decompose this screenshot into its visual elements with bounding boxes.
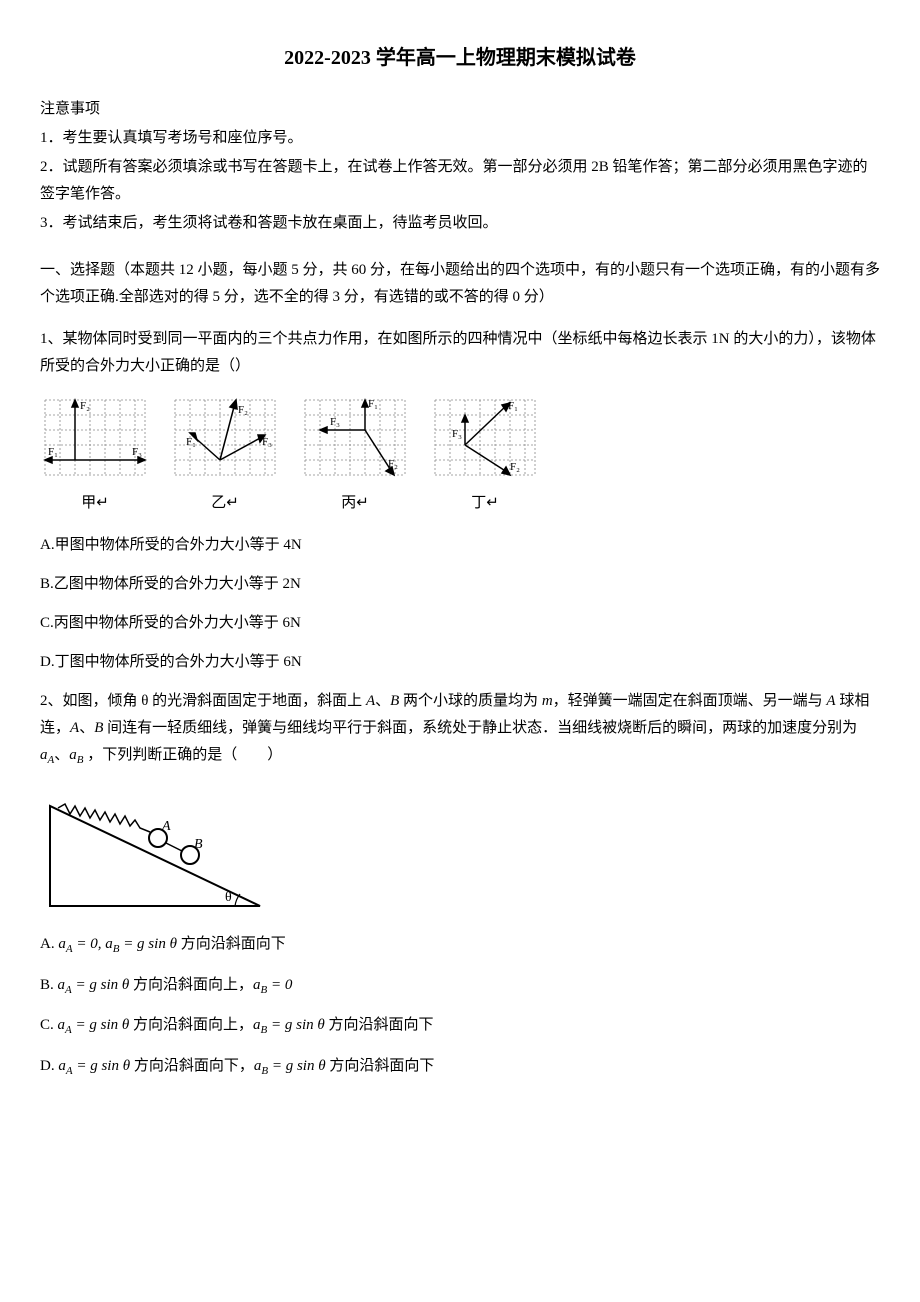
instructions-heading: 注意事项 (40, 96, 880, 123)
page-title: 2022-2023 学年高一上物理期末模拟试卷 (40, 40, 880, 76)
option-a: A. aA = 0, aB = g sin θ 方向沿斜面向下 (40, 931, 880, 960)
svg-text:F₂: F₂ (510, 461, 520, 473)
diagram-yi: F₂ F₁ F₃ 乙↵ (170, 395, 280, 517)
q1-options: A.甲图中物体所受的合外力大小等于 4N B.乙图中物体所受的合外力大小等于 2… (40, 532, 880, 676)
svg-text:A: A (161, 819, 171, 834)
q2-diagram: A B θ (40, 786, 880, 916)
option-b: B. aA = g sin θ 方向沿斜面向上，aB = 0 (40, 972, 880, 1001)
grid-diagram-icon: F₂ F₁ F₃ (170, 395, 280, 485)
formula-aA: aA (40, 747, 54, 763)
svg-text:F₁: F₁ (368, 398, 378, 410)
grid-diagram-icon: F₁ F₃ F₂ (430, 395, 540, 485)
q1-diagrams: F₂ F₁ F₃ 甲↵ F₂ F₁ F₃ (40, 395, 880, 517)
option-d: D.丁图中物体所受的合外力大小等于 6N (40, 649, 880, 676)
diagram-ding: F₁ F₃ F₂ 丁↵ (430, 395, 540, 517)
instruction-item: 2．试题所有答案必须填涂或书写在答题卡上，在试卷上作答无效。第一部分必须用 2B… (40, 154, 880, 208)
grid-diagram-icon: F₁ F₃ F₂ (300, 395, 410, 485)
question-1-text: 1、某物体同时受到同一平面内的三个共点力作用，在如图所示的四种情况中（坐标纸中每… (40, 326, 880, 380)
option-a: A.甲图中物体所受的合外力大小等于 4N (40, 532, 880, 559)
instructions-block: 注意事项 1．考生要认真填写考场号和座位序号。 2．试题所有答案必须填涂或书写在… (40, 96, 880, 237)
grid-diagram-icon: F₂ F₁ F₃ (40, 395, 150, 485)
option-c: C.丙图中物体所受的合外力大小等于 6N (40, 610, 880, 637)
svg-text:F₂: F₂ (238, 404, 248, 416)
instruction-item: 1．考生要认真填写考场号和座位序号。 (40, 125, 880, 152)
diagram-label: 丙↵ (300, 490, 410, 517)
svg-text:θ: θ (225, 890, 232, 905)
incline-diagram-icon: A B θ (40, 786, 270, 916)
question-2-text: 2、如图，倾角 θ 的光滑斜面固定于地面，斜面上 A、B 两个小球的质量均为 m… (40, 688, 880, 771)
svg-text:F₂: F₂ (388, 458, 398, 470)
formula-aB: aB (69, 747, 83, 763)
option-c: C. aA = g sin θ 方向沿斜面向上，aB = g sin θ 方向沿… (40, 1012, 880, 1041)
section-1: 一、选择题（本题共 12 小题，每小题 5 分，共 60 分，在每小题给出的四个… (40, 257, 880, 1082)
option-d: D. aA = g sin θ 方向沿斜面向下，aB = g sin θ 方向沿… (40, 1053, 880, 1082)
q2-options: A. aA = 0, aB = g sin θ 方向沿斜面向下 B. aA = … (40, 931, 880, 1082)
diagram-label: 乙↵ (170, 490, 280, 517)
diagram-bing: F₁ F₃ F₂ 丙↵ (300, 395, 410, 517)
svg-text:F₁: F₁ (48, 446, 58, 458)
svg-text:B: B (194, 837, 203, 852)
section-heading: 一、选择题（本题共 12 小题，每小题 5 分，共 60 分，在每小题给出的四个… (40, 257, 880, 311)
svg-text:F₁: F₁ (186, 436, 196, 448)
diagram-label: 丁↵ (430, 490, 540, 517)
diagram-label: 甲↵ (40, 490, 150, 517)
svg-text:F₁: F₁ (508, 400, 518, 412)
svg-text:F₃: F₃ (452, 428, 462, 440)
svg-text:F₃: F₃ (330, 416, 340, 428)
svg-text:F₃: F₃ (132, 446, 142, 458)
diagram-jia: F₂ F₁ F₃ 甲↵ (40, 395, 150, 517)
svg-text:F₂: F₂ (80, 400, 90, 412)
option-b: B.乙图中物体所受的合外力大小等于 2N (40, 571, 880, 598)
instruction-item: 3．考试结束后，考生须将试卷和答题卡放在桌面上，待监考员收回。 (40, 210, 880, 237)
svg-text:F₃: F₃ (262, 436, 272, 448)
